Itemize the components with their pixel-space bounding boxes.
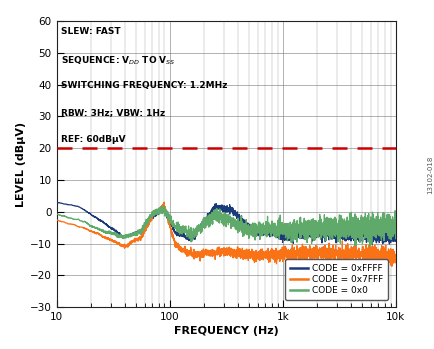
X-axis label: FREQUENCY (Hz): FREQUENCY (Hz) bbox=[174, 326, 278, 336]
Y-axis label: LEVEL (dBμV): LEVEL (dBμV) bbox=[16, 121, 26, 207]
Text: 13102-018: 13102-018 bbox=[426, 155, 432, 194]
Text: SEQUENCE: V$_{DD}$ TO V$_{SS}$: SEQUENCE: V$_{DD}$ TO V$_{SS}$ bbox=[61, 54, 175, 67]
Legend: CODE = 0xFFFF, CODE = 0x7FFF, CODE = 0x0: CODE = 0xFFFF, CODE = 0x7FFF, CODE = 0x0 bbox=[284, 259, 387, 300]
Text: SWITCHING FREQUENCY: 1.2MHz: SWITCHING FREQUENCY: 1.2MHz bbox=[61, 81, 227, 90]
Text: SLEW: FAST: SLEW: FAST bbox=[61, 27, 121, 36]
Text: RBW: 3Hz; VBW: 1Hz: RBW: 3Hz; VBW: 1Hz bbox=[61, 109, 165, 117]
Text: REF: 60dBμV: REF: 60dBμV bbox=[61, 135, 125, 144]
